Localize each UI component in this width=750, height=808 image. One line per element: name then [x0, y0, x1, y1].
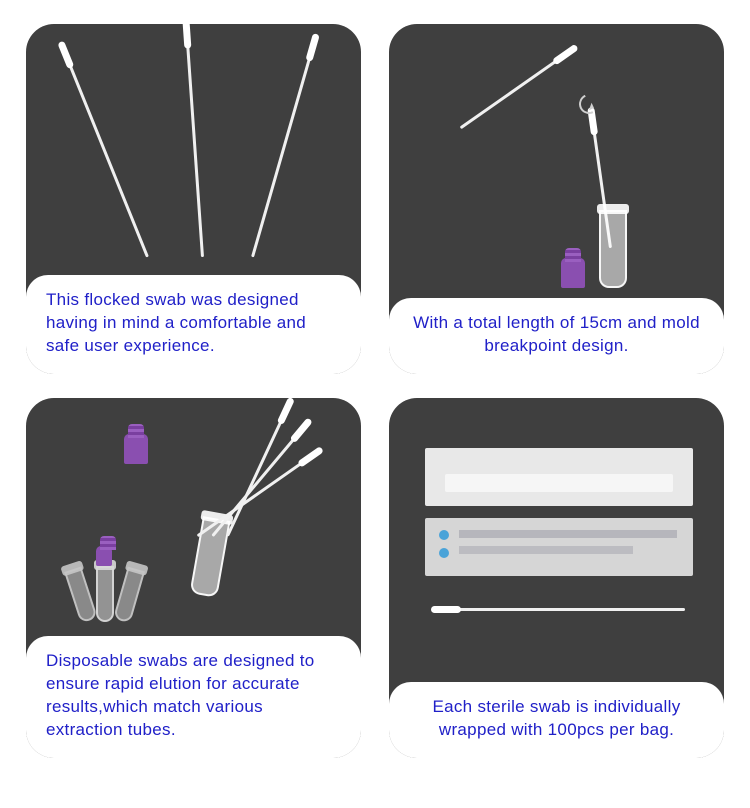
- caption-wrap: Disposable swabs are designed to ensure …: [26, 636, 361, 758]
- caption-wrap: Each sterile swab is individually wrappe…: [389, 682, 724, 758]
- caption-text: With a total length of 15cm and mold bre…: [409, 312, 704, 358]
- caption-text: This flocked swab was designed having in…: [46, 289, 341, 358]
- swab-segment: [460, 47, 576, 130]
- tube-cap: [561, 258, 585, 288]
- illus-flocked: [26, 24, 361, 275]
- package-strip: [425, 448, 693, 506]
- tube-small: [113, 567, 145, 624]
- tube-cap-small: [96, 546, 112, 566]
- swab-line: [226, 400, 292, 537]
- rotation-icon: [576, 91, 602, 117]
- caption-text: Disposable swabs are designed to ensure …: [46, 650, 341, 742]
- swab-flat: [433, 608, 685, 611]
- package-window: [445, 474, 673, 492]
- tube: [599, 210, 627, 288]
- label-line: [459, 546, 633, 554]
- swab-line: [251, 36, 317, 258]
- illus-wrapped: [389, 398, 724, 682]
- illus-disposable: [26, 398, 361, 636]
- card-flocked: This flocked swab was designed having in…: [26, 24, 361, 374]
- label-line: [459, 530, 677, 538]
- tube-small: [64, 567, 98, 624]
- dot-icon: [439, 548, 449, 558]
- swab-line: [211, 420, 310, 537]
- dot-icon: [439, 530, 449, 540]
- card-length: With a total length of 15cm and mold bre…: [389, 24, 724, 374]
- package-strip: [425, 518, 693, 576]
- illus-length: [389, 24, 724, 298]
- infographic-grid: This flocked swab was designed having in…: [0, 0, 750, 782]
- swab-line: [60, 43, 149, 257]
- caption-wrap: This flocked swab was designed having in…: [26, 275, 361, 374]
- swab-line: [185, 24, 204, 257]
- card-disposable: Disposable swabs are designed to ensure …: [26, 398, 361, 758]
- tube-cap: [124, 434, 148, 464]
- caption-text: Each sterile swab is individually wrappe…: [409, 696, 704, 742]
- tube-small: [96, 566, 114, 622]
- caption-wrap: With a total length of 15cm and mold bre…: [389, 298, 724, 374]
- card-wrapped: Each sterile swab is individually wrappe…: [389, 398, 724, 758]
